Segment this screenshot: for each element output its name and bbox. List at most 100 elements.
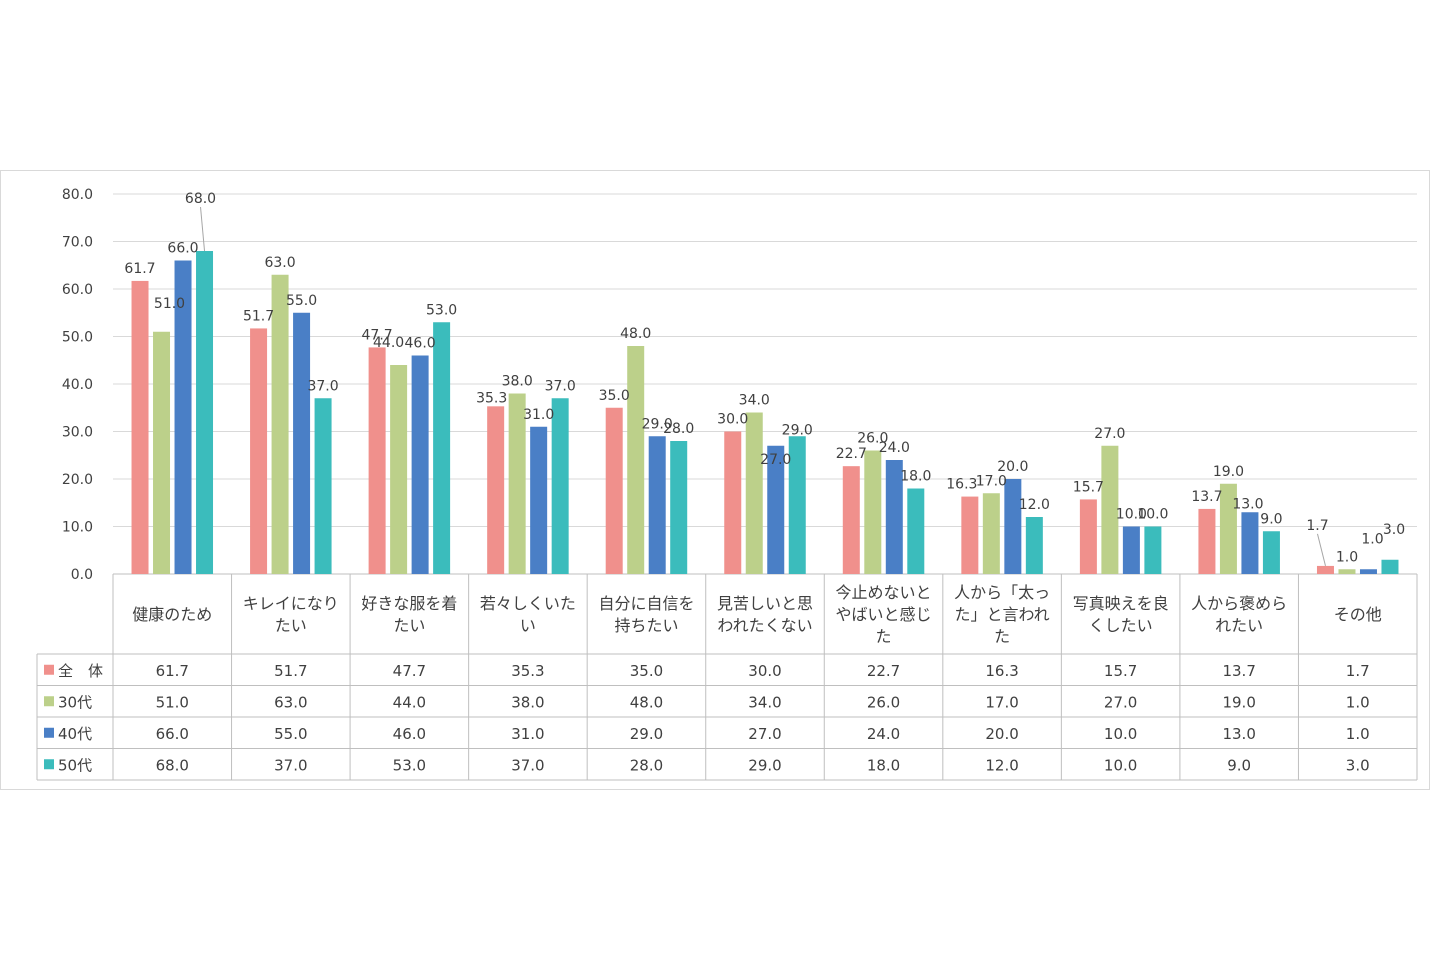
table-cell: 12.0 bbox=[985, 756, 1018, 774]
bar bbox=[605, 407, 623, 574]
bars bbox=[131, 251, 1399, 574]
table-cell: 35.3 bbox=[511, 662, 544, 680]
legend-label: 50代 bbox=[58, 756, 92, 774]
bar bbox=[487, 406, 505, 574]
data-label: 44.0 bbox=[373, 335, 404, 351]
data-label: 27.0 bbox=[760, 452, 791, 468]
data-label: 55.0 bbox=[286, 293, 317, 309]
bar bbox=[1316, 565, 1334, 574]
y-tick-label: 60.0 bbox=[62, 282, 93, 298]
leader-line bbox=[1316, 533, 1326, 567]
data-label: 16.3 bbox=[946, 477, 977, 493]
category-label: 写真映えを良くしたい bbox=[1073, 594, 1169, 635]
bar bbox=[1381, 559, 1399, 574]
data-label: 61.7 bbox=[124, 261, 155, 277]
bar bbox=[885, 460, 903, 574]
table-cell: 9.0 bbox=[1227, 756, 1251, 774]
table-cell: 13.7 bbox=[1222, 662, 1255, 680]
table-cell: 66.0 bbox=[156, 725, 189, 743]
bar bbox=[745, 412, 763, 574]
table-cell: 20.0 bbox=[985, 725, 1018, 743]
data-label: 10.0 bbox=[1137, 507, 1168, 523]
data-label: 51.0 bbox=[154, 296, 185, 312]
y-tick-label: 10.0 bbox=[62, 520, 93, 536]
bar bbox=[174, 260, 192, 574]
data-label: 19.0 bbox=[1213, 464, 1244, 480]
bar bbox=[724, 431, 742, 574]
bar bbox=[293, 312, 311, 574]
table-cell: 10.0 bbox=[1104, 725, 1137, 743]
table-cell: 1.0 bbox=[1346, 693, 1370, 711]
data-label: 1.0 bbox=[1336, 549, 1358, 565]
bar bbox=[627, 346, 645, 574]
table-cell: 26.0 bbox=[867, 693, 900, 711]
table-cell: 13.0 bbox=[1222, 725, 1255, 743]
category-label: 若々しくいたい bbox=[480, 594, 576, 635]
table-cell: 27.0 bbox=[748, 725, 781, 743]
table-cell: 10.0 bbox=[1104, 756, 1137, 774]
table-cell: 3.0 bbox=[1346, 756, 1370, 774]
legend-swatch bbox=[44, 759, 54, 770]
table-cell: 1.7 bbox=[1346, 662, 1370, 680]
table-cell: 61.7 bbox=[156, 662, 189, 680]
bar bbox=[1241, 512, 1259, 574]
bar bbox=[670, 441, 688, 574]
table-cell: 47.7 bbox=[393, 662, 426, 680]
table-cell: 34.0 bbox=[748, 693, 781, 711]
bar bbox=[864, 450, 882, 574]
table-cell: 68.0 bbox=[156, 756, 189, 774]
data-label: 26.0 bbox=[857, 431, 888, 447]
chart-frame: 0.0 10.0 20.0 30.0 40.0 50.0 60.0 70.0 80.0 61.7… bbox=[0, 170, 1430, 790]
y-tick-label: 0.0 bbox=[71, 567, 93, 583]
bar bbox=[1262, 531, 1280, 574]
y-tick-label: 80.0 bbox=[62, 187, 93, 203]
bar bbox=[508, 393, 526, 574]
category-label: その他 bbox=[1334, 605, 1382, 624]
table-cell: 30.0 bbox=[748, 662, 781, 680]
bar bbox=[530, 426, 548, 574]
table-cell: 38.0 bbox=[511, 693, 544, 711]
bar bbox=[982, 493, 1000, 574]
data-label: 46.0 bbox=[405, 336, 436, 352]
table-cell: 22.7 bbox=[867, 662, 900, 680]
data-label: 48.0 bbox=[620, 326, 651, 342]
table-cell: 63.0 bbox=[274, 693, 307, 711]
bar bbox=[411, 355, 429, 574]
category-label: 今止めないとやばいと感じた bbox=[836, 583, 932, 646]
table-cell: 51.0 bbox=[156, 693, 189, 711]
data-label: 37.0 bbox=[545, 378, 576, 394]
data-label: 31.0 bbox=[523, 407, 554, 423]
data-label: 10.0 bbox=[1116, 507, 1147, 523]
data-label: 13.0 bbox=[1232, 496, 1263, 512]
table-cell: 44.0 bbox=[393, 693, 426, 711]
data-label: 9.0 bbox=[1260, 511, 1282, 527]
data-label: 28.0 bbox=[663, 421, 694, 437]
data-label: 63.0 bbox=[264, 255, 295, 271]
table-cell: 1.0 bbox=[1346, 725, 1370, 743]
bar bbox=[1122, 526, 1140, 574]
data-label: 20.0 bbox=[997, 459, 1028, 475]
y-axis-ticks: 0.0 10.0 20.0 30.0 40.0 50.0 60.0 70.0 80.0 bbox=[62, 187, 93, 583]
bar bbox=[648, 436, 666, 574]
table-cell: 55.0 bbox=[274, 725, 307, 743]
bar bbox=[433, 322, 451, 574]
y-tick-label: 50.0 bbox=[62, 330, 93, 346]
bar bbox=[961, 496, 979, 574]
data-label: 29.0 bbox=[782, 422, 813, 438]
data-label: 1.7 bbox=[1306, 518, 1328, 534]
bar bbox=[907, 488, 925, 574]
data-label: 18.0 bbox=[900, 469, 931, 485]
data-label: 29.0 bbox=[642, 416, 673, 432]
data-label: 53.0 bbox=[426, 302, 457, 318]
category-label: 見苦しいと思われたくない bbox=[717, 594, 813, 635]
table-cell: 29.0 bbox=[748, 756, 781, 774]
table-cell: 24.0 bbox=[867, 725, 900, 743]
category-label: 健康のため bbox=[132, 605, 212, 624]
data-label: 12.0 bbox=[1019, 497, 1050, 513]
data-labels: 61.7 51.0 66.0 68.0 51.7 63.0 55.0 37.0 47.744.0… bbox=[124, 191, 1405, 567]
table-cell: 46.0 bbox=[393, 725, 426, 743]
legend-swatch bbox=[44, 727, 54, 738]
category-label: キレイになりたい bbox=[243, 594, 339, 635]
bar bbox=[368, 347, 386, 574]
bar bbox=[131, 280, 149, 574]
